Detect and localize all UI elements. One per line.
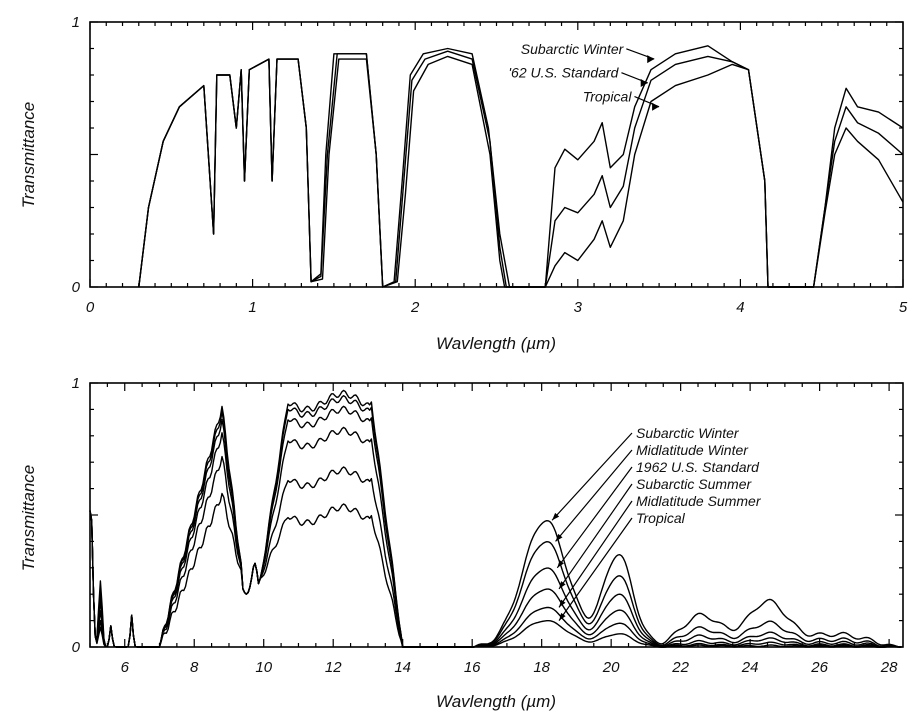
top-annotations: Subarctic Winter '62 U.S. Standard Tropica… xyxy=(508,41,660,111)
top-series-label: Subarctic Winter xyxy=(521,41,625,57)
bottom-series-label: Midlatitude Summer xyxy=(636,493,762,509)
bottom-label-arrow xyxy=(555,449,633,542)
bottom-label-arrow xyxy=(551,432,633,521)
bottom-series-line xyxy=(89,426,902,648)
bottom-x-axis-title: Wavlength (µm) xyxy=(436,692,556,711)
bottom-series-label: Subarctic Summer xyxy=(636,476,752,492)
bottom-series-line xyxy=(89,389,902,648)
bottom-series-line xyxy=(89,455,902,648)
bottom-x-tick-label: 6 xyxy=(121,659,130,676)
bottom-x-tick-label: 8 xyxy=(190,659,199,676)
bottom-x-tick-label: 26 xyxy=(810,659,828,676)
bottom-x-tick-label: 14 xyxy=(394,659,411,676)
top-x-tick-label: 2 xyxy=(410,299,420,316)
top-y-tick-label: 1 xyxy=(72,14,80,31)
top-y-axis-title: Transmittance xyxy=(19,102,38,208)
bottom-x-tick-label: 28 xyxy=(880,659,898,676)
top-arrowhead xyxy=(640,78,648,87)
bottom-series-label: Tropical xyxy=(636,510,686,526)
bottom-y-axis-title: Transmittance xyxy=(19,465,38,571)
bottom-label-arrow xyxy=(558,517,633,621)
bottom-label-arrow xyxy=(558,500,633,608)
top-x-axis-title: Wavlength (µm) xyxy=(436,334,556,353)
bottom-series-line xyxy=(89,405,902,648)
bottom-label-arrow xyxy=(556,466,633,569)
bottom-curves xyxy=(89,389,902,648)
bottom-ticks: 6 8 10 12 14 16 18 20 22 24 26 28 0 1 xyxy=(72,375,903,676)
top-series-line xyxy=(138,45,904,288)
top-series-label: Tropical xyxy=(583,89,633,105)
bottom-series-label: 1962 U.S. Standard xyxy=(636,459,760,475)
bottom-arrowhead xyxy=(559,581,566,589)
top-x-tick-label: 4 xyxy=(736,299,744,316)
top-series-label: '62 U.S. Standard xyxy=(508,65,619,81)
bottom-series-label: Midlatitude Winter xyxy=(636,442,749,458)
top-series-line xyxy=(138,55,904,288)
bottom-x-tick-label: 16 xyxy=(464,659,481,676)
bottom-y-tick-label: 1 xyxy=(72,375,80,392)
top-curves xyxy=(138,45,904,288)
top-y-tick-label: 0 xyxy=(72,279,81,296)
bottom-x-tick-label: 18 xyxy=(533,659,550,676)
top-x-tick-label: 0 xyxy=(86,299,95,316)
bottom-x-tick-label: 24 xyxy=(741,659,759,676)
top-series-line xyxy=(138,50,904,288)
bottom-series-line xyxy=(89,395,902,648)
bottom-arrowhead xyxy=(552,512,560,521)
bottom-series-line xyxy=(89,492,902,648)
top-arrowhead xyxy=(647,55,655,64)
bottom-arrowhead xyxy=(557,560,564,568)
bottom-plot-frame xyxy=(89,382,904,648)
panel-top: 0 1 2 3 4 5 0 1 Subarctic Winter '62 U.S. Standa… xyxy=(19,14,908,353)
bottom-arrowhead xyxy=(555,533,563,542)
top-x-tick-label: 1 xyxy=(248,299,256,316)
bottom-y-tick-label: 0 xyxy=(72,639,81,656)
top-x-tick-label: 3 xyxy=(574,299,583,316)
bottom-x-tick-label: 22 xyxy=(671,659,689,676)
top-arrowhead xyxy=(652,102,660,111)
bottom-series-label: Subarctic Winter xyxy=(636,425,740,441)
top-x-tick-label: 5 xyxy=(899,299,908,316)
bottom-arrowhead xyxy=(559,599,566,608)
bottom-x-tick-label: 20 xyxy=(602,659,620,676)
top-plot-frame xyxy=(89,21,904,288)
bottom-x-tick-label: 10 xyxy=(255,659,272,676)
bottom-x-tick-label: 12 xyxy=(325,659,342,676)
bottom-arrowhead xyxy=(559,612,566,621)
panel-bottom: 6 8 10 12 14 16 18 20 22 24 26 28 0 1 Subarctic Winte… xyxy=(19,375,904,711)
bottom-label-arrow xyxy=(558,483,633,590)
top-ticks: 0 1 2 3 4 5 0 1 xyxy=(72,14,908,316)
